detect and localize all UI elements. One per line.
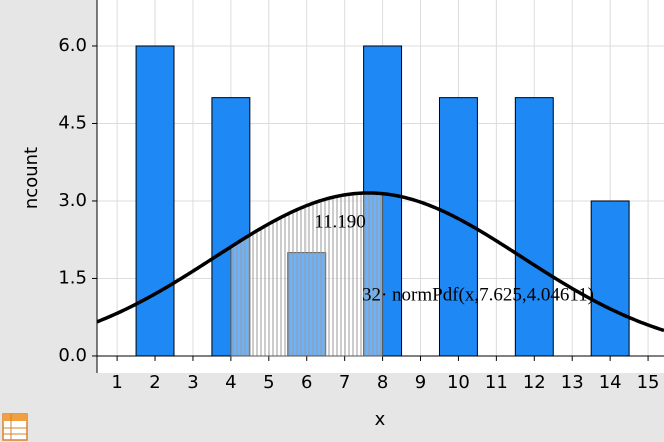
- x-tick-label: 14: [599, 372, 622, 393]
- x-tick-label: 11: [485, 372, 508, 393]
- curve-label: 32· normPdf(x,7.625,4.04611): [362, 284, 594, 305]
- normal-curve: [96, 191, 664, 333]
- x-tick-label: 5: [263, 372, 274, 393]
- x-tick-label: 8: [377, 372, 388, 393]
- x-tick-label: 6: [301, 372, 312, 393]
- y-tick-label: 3.0: [58, 190, 87, 211]
- x-tick-label: 1: [111, 372, 122, 393]
- x-tick-label: 10: [447, 372, 470, 393]
- x-tick-label: 2: [149, 372, 160, 393]
- x-tick-label: 9: [415, 372, 426, 393]
- area-label: 11.190: [314, 211, 366, 232]
- x-axis-label: x: [375, 409, 386, 430]
- y-tick-label: 0.0: [58, 345, 87, 366]
- y-tick-label: 1.5: [58, 267, 87, 288]
- x-tick-label: 12: [523, 372, 546, 393]
- x-tick-label: 7: [339, 372, 350, 393]
- x-tick-label: 4: [225, 372, 236, 393]
- y-tick-label: 6.0: [58, 35, 87, 56]
- x-tick-label: 13: [561, 372, 584, 393]
- y-tick-label: 4.5: [58, 112, 87, 133]
- bar: [590, 200, 630, 357]
- bar: [514, 97, 554, 357]
- x-tick-label: 3: [187, 372, 198, 393]
- x-tick-label: 15: [637, 372, 660, 393]
- y-axis-label: ncount: [21, 147, 42, 209]
- table-icon[interactable]: [2, 413, 28, 441]
- bar: [135, 45, 175, 357]
